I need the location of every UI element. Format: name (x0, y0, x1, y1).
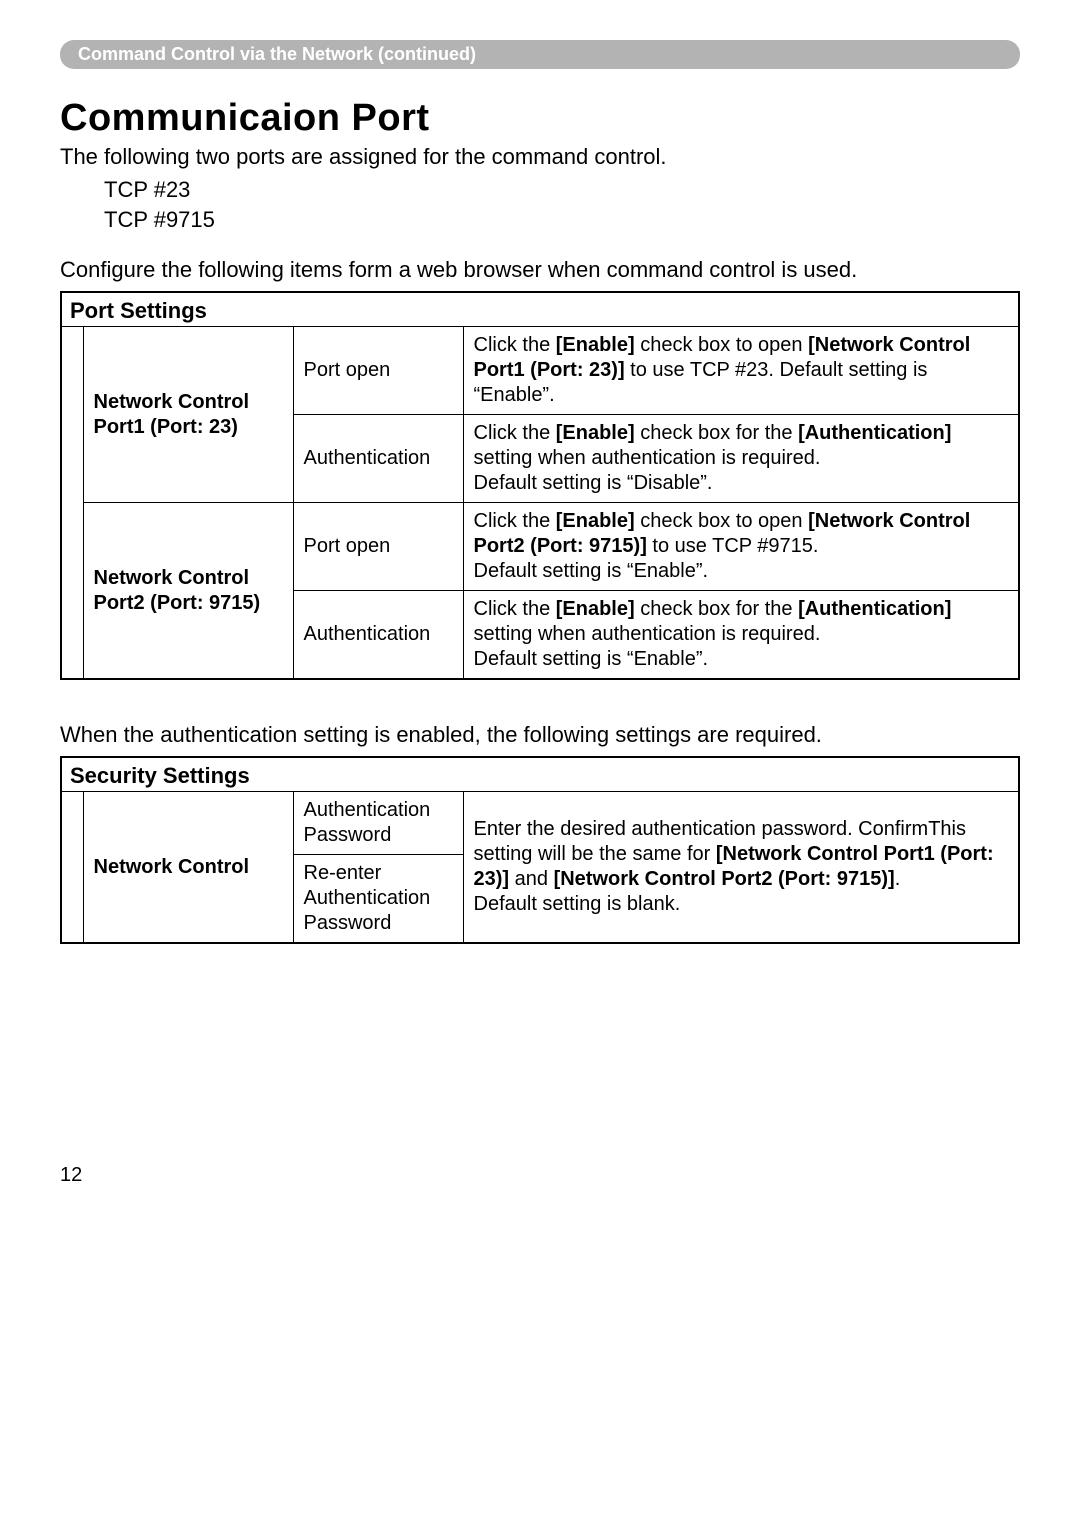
port-a: TCP #23 (104, 176, 1020, 205)
table-cell-desc: Enter the desired authentication passwor… (463, 792, 1019, 944)
table-cell-label: Re-enter Authentication Password (293, 855, 463, 944)
table-cell-label: Authentication Password (293, 792, 463, 855)
table-cell-label: Port open (293, 327, 463, 415)
spacer-col (61, 327, 83, 680)
spacer-col (61, 792, 83, 944)
table-row-header: Network Control Port1 (Port: 23) (83, 327, 293, 503)
security-settings-table: Security Settings Network Control Authen… (60, 756, 1020, 945)
table-cell-desc: Click the [Enable] check box to open [Ne… (463, 327, 1019, 415)
page-number: 12 (60, 1164, 1020, 1187)
table-cell-label: Port open (293, 503, 463, 591)
config-text: Configure the following items form a web… (60, 255, 1020, 285)
auth-text: When the authentication setting is enabl… (60, 720, 1020, 750)
port-settings-title: Port Settings (61, 292, 1019, 327)
table-row-header: Network Control Port2 (Port: 9715) (83, 503, 293, 680)
intro-text: The following two ports are assigned for… (60, 142, 1020, 172)
table-row-header: Network Control (83, 792, 293, 944)
table-cell-desc: Click the [Enable] check box to open [Ne… (463, 503, 1019, 591)
breadcrumb-text: Command Control via the Network (continu… (78, 44, 476, 64)
table-cell-desc: Click the [Enable] check box for the [Au… (463, 591, 1019, 680)
table-cell-label: Authentication (293, 415, 463, 503)
section-heading: Communicaion Port (60, 97, 1020, 140)
table-cell-desc: Click the [Enable] check box for the [Au… (463, 415, 1019, 503)
breadcrumb: Command Control via the Network (continu… (60, 40, 1020, 69)
port-b: TCP #9715 (104, 206, 1020, 235)
port-settings-table: Port Settings Network Control Port1 (Por… (60, 291, 1020, 681)
security-settings-title: Security Settings (61, 757, 1019, 792)
table-cell-label: Authentication (293, 591, 463, 680)
